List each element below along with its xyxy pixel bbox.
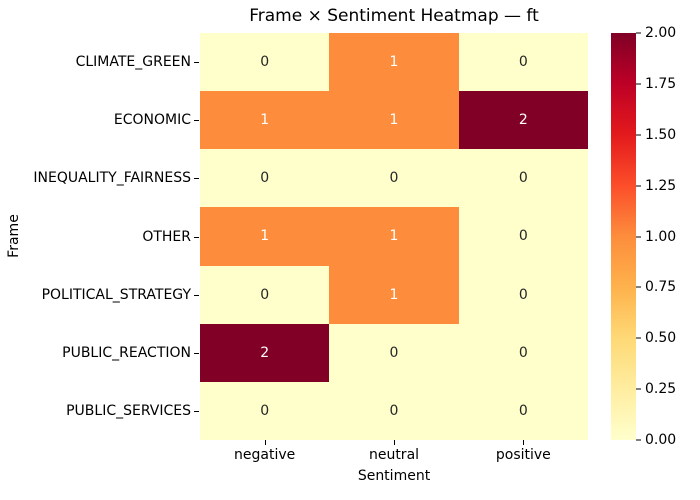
- y-tick-mark: [194, 62, 199, 64]
- heatmap-cell: 0: [458, 381, 588, 440]
- colorbar-tick-mark: [636, 32, 641, 34]
- x-tick-mark: [264, 440, 266, 445]
- heatmap-cell: 0: [458, 33, 588, 92]
- heatmap-cell: 0: [329, 149, 459, 208]
- heatmap-cell: 0: [200, 33, 330, 92]
- colorbar-tick-label: 1.50: [645, 126, 677, 143]
- heatmap-cell: 0: [329, 323, 459, 382]
- heatmap-cell: 1: [329, 91, 459, 150]
- x-axis-tick-marks: [200, 440, 588, 445]
- colorbar-tick-mark: [636, 185, 641, 187]
- y-tick-mark: [194, 236, 199, 238]
- x-tick-mark: [394, 440, 395, 445]
- heatmap-cell: 1: [329, 207, 459, 266]
- colorbar-tick-mark: [636, 388, 641, 390]
- colorbar-tick-label: 1.75: [645, 75, 677, 92]
- heatmap-cell: 1: [329, 33, 459, 92]
- colorbar-tick-label: 0.75: [645, 279, 677, 296]
- colorbar: [611, 33, 636, 440]
- y-tick-mark: [194, 178, 199, 180]
- x-tick-mark: [523, 440, 525, 445]
- colorbar-tick-mark: [636, 337, 641, 339]
- y-tick-label: CLIMATE_GREEN: [75, 54, 191, 71]
- heatmap-cell: 0: [458, 265, 588, 324]
- y-tick-mark: [194, 410, 199, 412]
- chart-title: Frame × Sentiment Heatmap — ft: [249, 6, 539, 26]
- colorbar-tick-label: 0.50: [645, 330, 677, 347]
- y-tick-label: INEQUALITY_FAIRNESS: [33, 170, 191, 187]
- y-axis-tick-marks: [194, 33, 199, 440]
- heatmap-cell: 0: [458, 207, 588, 266]
- y-tick-label: PUBLIC_SERVICES: [66, 402, 191, 419]
- heatmap-cell: 0: [200, 381, 330, 440]
- colorbar-tick-labels: 0.00 0.25 0.50 0.75 1.00 1.25 1.50 1.75 2.00: [636, 25, 696, 448]
- y-tick-label: ECONOMIC: [113, 112, 191, 129]
- y-tick-label: POLITICAL_STRATEGY: [41, 286, 191, 303]
- x-tick-label: neutral: [368, 447, 420, 463]
- heatmap-cell: 0: [200, 149, 330, 208]
- x-axis-tick-labels: negative neutral positive: [200, 447, 588, 463]
- colorbar-tick-mark: [636, 134, 641, 136]
- x-axis-label: Sentiment: [357, 468, 431, 484]
- colorbar-tick-mark: [636, 439, 641, 441]
- heatmap-cell: 0: [200, 265, 330, 324]
- heatmap-cell: 2: [458, 91, 588, 150]
- y-tick-label: PUBLIC_REACTION: [62, 344, 191, 361]
- colorbar-tick-label: 1.00: [645, 228, 677, 245]
- heatmap-cell: 1: [329, 265, 459, 324]
- y-tick-mark: [194, 120, 199, 122]
- y-tick-label: OTHER: [142, 228, 191, 245]
- y-tick-mark: [194, 294, 199, 296]
- colorbar-tick-label: 0.00: [645, 432, 677, 448]
- heatmap-cell: 1: [200, 91, 330, 150]
- colorbar-tick-mark: [636, 83, 641, 85]
- colorbar-tick-label: 2.00: [645, 25, 677, 41]
- x-tick-label: negative: [234, 447, 296, 463]
- colorbar-tick-mark: [636, 286, 641, 288]
- x-tick-label: positive: [495, 447, 551, 463]
- colorbar-tick-label: 1.25: [645, 177, 677, 194]
- heatmap-cell: 0: [329, 381, 459, 440]
- y-tick-mark: [194, 352, 199, 354]
- heatmap-cell: 2: [200, 323, 330, 382]
- heatmap-cell: 1: [200, 207, 330, 266]
- colorbar-tick-label: 0.25: [645, 381, 677, 398]
- heatmap-cell: 0: [458, 323, 588, 382]
- colorbar-tick-mark: [636, 236, 641, 237]
- y-axis-tick-labels: CLIMATE_GREEN ECONOMIC INEQUALITY_FAIRNESS…: [0, 33, 191, 440]
- heatmap-cell: 0: [458, 149, 588, 208]
